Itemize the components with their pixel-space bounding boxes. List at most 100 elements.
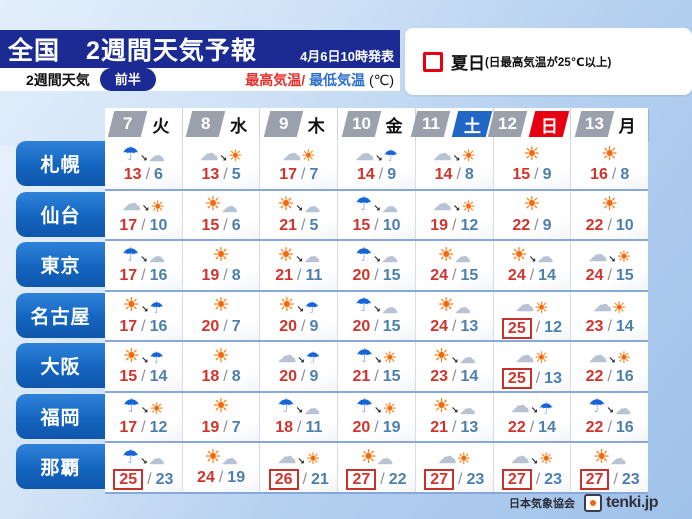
temp-slash: /: [534, 166, 539, 183]
cloud-icon: ☁: [277, 446, 297, 468]
cloudy-then-sunny-icon: ☁ ↘ ☀: [122, 193, 165, 217]
temp-slash: /: [374, 418, 379, 436]
weather-cell: ☁ ☀ 25/13: [493, 342, 572, 391]
min-temp: 8: [464, 166, 474, 183]
sun-icon: ☀: [461, 148, 476, 165]
first-half-badge[interactable]: 前半: [99, 68, 156, 91]
umbrella-icon: ☂: [149, 299, 164, 317]
footer: 日本気象協会 tenki.jp: [509, 494, 659, 512]
max-temp: 19: [430, 216, 448, 234]
weather-cell: ☂ ↘ ☀ 21/15: [338, 342, 416, 391]
temp-slash: /: [452, 317, 457, 335]
temperature-pair: 27/23: [579, 469, 640, 490]
cloudy-sunny-icon: ☁ ☀: [438, 445, 471, 469]
min-temp: 7: [309, 166, 319, 183]
temperature-pair: 19/12: [430, 217, 478, 235]
umbrella-icon: ☂: [355, 194, 373, 215]
cloudy-then-rain-icon: ☁ ↘ ☂: [355, 142, 398, 166]
sunny-icon: ☀: [213, 395, 230, 419]
cloud-icon: ☁: [282, 143, 302, 165]
day-header-11: 11 土: [410, 108, 494, 140]
temp-slash: /: [452, 418, 457, 436]
forecast-cells: ☀ ↘ ☂ 17/16 ☀ 20/7 ☀ ↘ ☂ 20/9 ☂ ↘ ☁ 20/15 ☀ ☁ 24/13 ☁ ☀ 25/…: [105, 291, 649, 342]
sun-icon: ☀: [122, 345, 140, 367]
transition-arrow-icon: ↘: [374, 405, 382, 415]
cloud-icon: ☁: [610, 451, 627, 468]
temperature-pair: 25/23: [113, 469, 173, 490]
forecast-row: 那覇 ☂ ↘ ☁ 25/23 ☀ ☁ 24/19 ☁ ↘ ☀ 26/21 ☀ ☁ 27/22 ☁ ☀ 27/23 ☁…: [16, 443, 649, 494]
rain-then-cloudy-icon: ☂ ↘ ☁: [122, 445, 165, 469]
temperature-pair: 17/10: [119, 217, 167, 235]
sun-icon: ☀: [432, 345, 450, 367]
tenki-jp-logo[interactable]: tenki.jp: [583, 494, 659, 512]
sun-icon: ☀: [301, 148, 316, 165]
temperature-pair: 20/9: [279, 368, 318, 386]
weather-cell: ☂ ↘ ☁ 18/11: [260, 392, 339, 441]
min-temp: 11: [305, 267, 323, 284]
umbrella-icon: ☂: [355, 295, 373, 316]
temp-slash: /: [223, 368, 228, 385]
cloudy-then-sunny-icon: ☁ ↘ ☀: [511, 445, 554, 469]
umbrella-icon: ☂: [539, 400, 554, 418]
umbrella-icon: ☂: [149, 350, 164, 367]
temp-slash: /: [535, 319, 541, 336]
min-temp: 9: [309, 317, 319, 335]
temperature-pair: 21/15: [352, 368, 400, 386]
temp-slash: /: [297, 267, 302, 284]
temp-slash: /: [452, 267, 457, 284]
min-temp: 23: [544, 470, 562, 488]
max-temp: 20: [201, 317, 220, 335]
umbrella-icon: ☂: [304, 299, 320, 317]
max-temp: 18: [275, 418, 293, 436]
min-temp-legend: 最低気温: [309, 71, 366, 88]
temp-slash: /: [374, 267, 379, 284]
cloud-icon: ☁: [614, 400, 631, 418]
transition-arrow-icon: ↘: [450, 354, 459, 365]
forecast-row: 札幌 ☂ ↘ ☁ 13/6 ☁ ↘ ☀ 13/5 ☁ ☀ 17/7 ☁ ↘ ☂ 14/9 ☁ ↘ ☀ 14/8 ☀ 15/…: [16, 140, 649, 191]
sunny-then-cloudy-icon: ☀ ↘ ☁: [278, 243, 321, 267]
cloud-icon: ☁: [199, 143, 219, 165]
temp-slash: /: [607, 267, 612, 284]
day-header-10: 10 金: [338, 108, 416, 140]
max-temp: 22: [512, 216, 531, 234]
temperature-pair: 19/7: [202, 419, 241, 437]
min-temp: 16: [149, 267, 168, 284]
transition-arrow-icon: ↘: [373, 253, 381, 264]
sun-icon: ☀: [593, 446, 611, 468]
temperature-pair: 20/19: [352, 419, 400, 437]
cloud-icon: ☁: [588, 345, 608, 367]
transition-arrow-icon: ↘: [450, 405, 459, 415]
sun-icon: ☀: [534, 350, 549, 367]
weather-cell: ☀ ↘ ☂ 17/16: [105, 291, 183, 340]
sunny-then-rain-icon: ☀ ↘ ☂: [123, 344, 164, 368]
cloud-icon: ☁: [432, 194, 452, 215]
max-temp: 21: [430, 418, 448, 436]
sunny-icon: ☀: [213, 344, 230, 368]
min-temp: 9: [542, 166, 552, 183]
umbrella-icon: ☂: [355, 244, 373, 266]
sunny-then-rain-icon: ☀ ↘ ☂: [123, 294, 164, 318]
max-temp: 20: [279, 317, 298, 335]
forecast-row: 東京 ☂ ↘ ☁ 17/16 ☀ 19/8 ☀ ↘ ☁ 21/11 ☂ ↘ ☁ 20/15 ☀ ☁ 24/15 ☀ ↘…: [16, 241, 649, 292]
cloud-icon: ☁: [381, 249, 398, 266]
max-temp: 24: [507, 267, 526, 284]
umbrella-icon: ☂: [122, 143, 140, 165]
min-temp: 14: [460, 368, 479, 385]
temperature-pair: 14/8: [435, 166, 474, 184]
max-temp: 20: [352, 418, 371, 436]
day-header-row: 7 火 8 水 9 木 10 金 11 土 12 日 13 月: [105, 108, 649, 140]
temp-slash: /: [607, 368, 612, 385]
weather-cell: ☀ ↘ ☁ 23/14: [415, 342, 494, 391]
max-temp: 21: [275, 267, 293, 284]
sunny-icon: ☀: [523, 193, 540, 217]
temp-slash: /: [613, 470, 618, 488]
weather-cell: ☂ ↘ ☁ 25/23: [105, 443, 183, 492]
cloudy-sunny-icon: ☁ ☀: [593, 294, 626, 318]
min-temp: 5: [231, 166, 241, 183]
legend-unit: (℃): [368, 71, 394, 88]
max-temp: 20: [352, 317, 371, 335]
temperature-pair: 22/16: [586, 368, 634, 386]
cloud-icon: ☁: [148, 451, 165, 468]
cloud-icon: ☁: [221, 198, 238, 216]
min-temp: 14: [538, 418, 556, 436]
